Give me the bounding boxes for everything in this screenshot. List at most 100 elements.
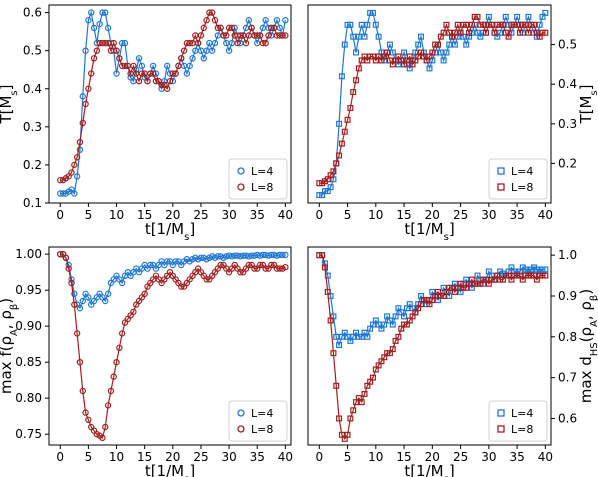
data-point: [85, 294, 92, 301]
legend: L=4L=8: [488, 400, 548, 442]
x-tick-label: 0: [315, 450, 323, 464]
data-point: [130, 62, 137, 70]
data-point: [237, 269, 244, 276]
data-point: [163, 258, 171, 265]
data-point: [116, 55, 123, 62]
legend: L=4L=8: [228, 158, 288, 200]
data-point: [175, 62, 182, 70]
data-point: [265, 32, 272, 39]
data-point: [59, 190, 67, 197]
data-point: [466, 29, 473, 36]
data-point: [93, 47, 101, 54]
data-point: [353, 77, 360, 84]
data-point: [242, 39, 250, 47]
y-axis-label: T[Ms]: [577, 84, 598, 124]
data-point: [270, 24, 278, 32]
data-point: [76, 138, 84, 146]
legend-label: L=8: [251, 423, 273, 436]
data-point: [121, 39, 129, 47]
x-tick-label: 0: [315, 208, 323, 222]
x-axis-label: t[1/Ms]: [145, 462, 195, 477]
data-point: [531, 21, 538, 28]
x-axis-label: t[1/Ms]: [145, 220, 195, 243]
y-tick-label: 0.2: [23, 158, 42, 172]
y-axis-label: max dHS(ρA, ρβ): [577, 289, 598, 403]
data-point: [88, 70, 95, 77]
data-point: [516, 29, 523, 36]
data-point: [73, 330, 81, 337]
data-point: [102, 9, 109, 16]
x-tick-label: 5: [344, 450, 352, 464]
y-axis-label: T[Ms]: [0, 84, 20, 124]
data-point: [183, 70, 191, 77]
data-point: [102, 297, 109, 305]
data-point: [440, 29, 447, 36]
data-point: [282, 32, 289, 39]
legend-marker: [237, 425, 245, 433]
data-point: [429, 49, 436, 56]
data-point: [57, 250, 64, 258]
x-tick-label: 10: [368, 450, 383, 464]
y-tick-label: 0.75: [15, 427, 42, 441]
data-point: [166, 77, 174, 85]
x-tick-label: 25: [453, 450, 468, 464]
data-point: [256, 261, 264, 269]
data-point: [138, 62, 146, 70]
plot-area: [57, 250, 289, 441]
data-point: [358, 399, 365, 406]
data-point: [169, 70, 177, 77]
data-point: [99, 434, 106, 441]
data-point: [203, 17, 210, 24]
x-axis-label: t[1/Ms]: [404, 462, 454, 477]
data-point: [392, 313, 399, 320]
data-point: [163, 62, 171, 70]
y-tick-label: 0.3: [23, 120, 42, 134]
data-point: [355, 65, 362, 72]
data-point: [65, 265, 72, 272]
x-tick-label: 20: [165, 450, 180, 464]
data-point: [90, 55, 98, 62]
x-tick-label: 15: [396, 208, 411, 222]
data-point: [468, 21, 475, 28]
y-tick-label: 0.90: [15, 319, 42, 333]
data-point: [118, 279, 126, 287]
data-point: [138, 70, 146, 77]
y-tick-label: 0.5: [558, 38, 577, 52]
x-tick-label: 40: [278, 208, 293, 222]
legend: L=4L=8: [488, 158, 548, 200]
x-tick-label: 20: [425, 450, 440, 464]
legend-marker: [497, 409, 505, 417]
data-point: [228, 24, 236, 32]
data-point: [118, 330, 126, 337]
data-point: [172, 258, 179, 265]
x-tick-label: 25: [193, 208, 208, 222]
data-point: [178, 283, 185, 290]
data-point: [245, 17, 252, 24]
data-point: [415, 41, 422, 48]
data-point: [542, 266, 549, 273]
data-point: [107, 387, 115, 395]
x-tick-label: 10: [368, 208, 383, 222]
data-point: [338, 140, 345, 147]
data-point: [71, 190, 78, 197]
plot-frame: [48, 4, 292, 204]
data-point: [336, 415, 343, 422]
data-point: [333, 333, 340, 340]
y-tick-label: 1.00: [15, 247, 42, 261]
x-tick-label: 30: [221, 208, 236, 222]
data-point: [361, 33, 368, 40]
data-point: [76, 146, 84, 153]
data-point: [505, 33, 512, 40]
data-point: [245, 261, 252, 269]
x-tick-label: 5: [85, 450, 93, 464]
data-point: [369, 9, 376, 16]
data-point: [62, 254, 70, 261]
x-tick-label: 0: [56, 450, 64, 464]
data-point: [333, 160, 340, 167]
data-point: [344, 431, 351, 438]
y-tick-label: 0.1: [23, 196, 42, 210]
legend-label: L=8: [511, 181, 533, 194]
plot-area: [316, 9, 549, 199]
data-point: [85, 17, 92, 24]
